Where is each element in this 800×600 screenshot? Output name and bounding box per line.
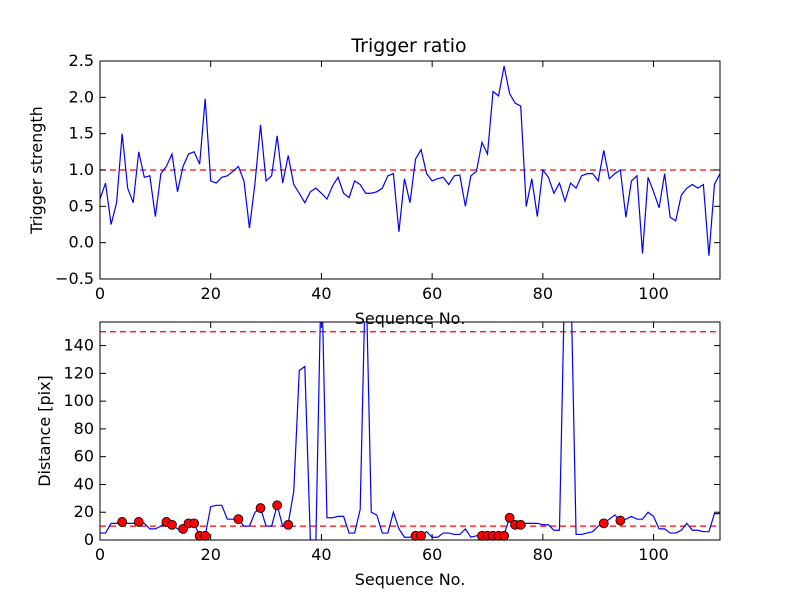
bottom-marker-point: [598, 518, 609, 529]
bottom-x-axis-label: Sequence No.: [355, 570, 466, 589]
bottom-y-tick-label: 40: [74, 474, 94, 493]
bottom-marker-point: [200, 530, 211, 541]
bottom-plot-frame: [99, 321, 721, 541]
top-chart-title: Trigger ratio: [350, 35, 466, 57]
top-y-tick-label: 2.0: [69, 87, 94, 106]
top-y-tick-label: 1.0: [69, 160, 94, 179]
bottom-marker-point: [133, 517, 144, 527]
bottom-x-tick-label: 20: [201, 545, 221, 564]
top-y-axis-label: Trigger strength: [27, 106, 46, 235]
top-y-tick-label: 1.5: [69, 124, 94, 143]
bottom-y-tick-label: 0: [84, 530, 94, 549]
bottom-marker-point: [255, 503, 266, 513]
bottom-marker-point: [117, 517, 128, 527]
top-y-tick-label: 0.5: [69, 196, 94, 215]
bottom-series-line: [100, 322, 720, 540]
top-plot-frame: [99, 60, 721, 280]
bottom-x-tick-label: 100: [638, 545, 669, 564]
bottom-y-tick-label: 20: [74, 502, 94, 521]
top-y-tick-label: 2.5: [69, 51, 94, 70]
bottom-marker-point: [272, 500, 283, 511]
top-x-tick-label: 60: [422, 284, 442, 303]
bottom-y-tick-label: 140: [63, 336, 94, 355]
bottom-y-tick-label: 120: [63, 363, 94, 382]
bottom-marker-point: [283, 519, 294, 530]
bottom-chart: 0 20 40 60 80 100 0 20 40 60 80 100 120 140 Sequence …: [35, 321, 721, 589]
bottom-marker-point: [416, 530, 426, 541]
bottom-x-tick-label: 60: [422, 545, 442, 564]
top-x-tick-label: 0: [95, 284, 105, 303]
bottom-x-tick-label: 0: [95, 545, 105, 564]
top-y-tick-label: −0.5: [55, 269, 94, 288]
bottom-marker-point: [233, 514, 244, 525]
bottom-marker-point: [504, 512, 515, 523]
bottom-plot-area: 0 20 40 60 80 100 0 20 40 60 80 100 120 140: [63, 322, 720, 564]
bottom-y-axis-label: Distance [pix]: [35, 375, 54, 487]
bottom-y-tick-label: 60: [74, 447, 94, 466]
top-chart: Trigger ratio 0 20 40 60 80 100 −0.5 0.0 0.5 1.0 1…: [27, 35, 721, 328]
top-x-tick-label: 20: [201, 284, 221, 303]
bottom-marker-point: [167, 519, 177, 530]
bottom-marker-point: [515, 519, 526, 530]
top-x-tick-label: 80: [533, 284, 553, 303]
bottom-y-tick-label: 80: [74, 419, 94, 438]
top-x-tick-label: 100: [638, 284, 669, 303]
bottom-x-tick-label: 40: [311, 545, 331, 564]
top-x-axis-label: Sequence No.: [355, 309, 466, 328]
bottom-x-tick-label: 80: [533, 545, 553, 564]
top-x-tick-label: 40: [311, 284, 331, 303]
top-series-line: [100, 65, 720, 256]
bottom-marker-point: [189, 518, 200, 529]
top-plot-area: 0 20 40 60 80 100 −0.5 0.0 0.5 1.0 1.5 2.0 2.5: [55, 51, 720, 303]
bottom-marker-point: [615, 515, 626, 526]
bottom-marker-point: [499, 530, 510, 541]
bottom-y-tick-label: 100: [63, 391, 94, 410]
top-y-tick-label: 0.0: [69, 233, 94, 252]
